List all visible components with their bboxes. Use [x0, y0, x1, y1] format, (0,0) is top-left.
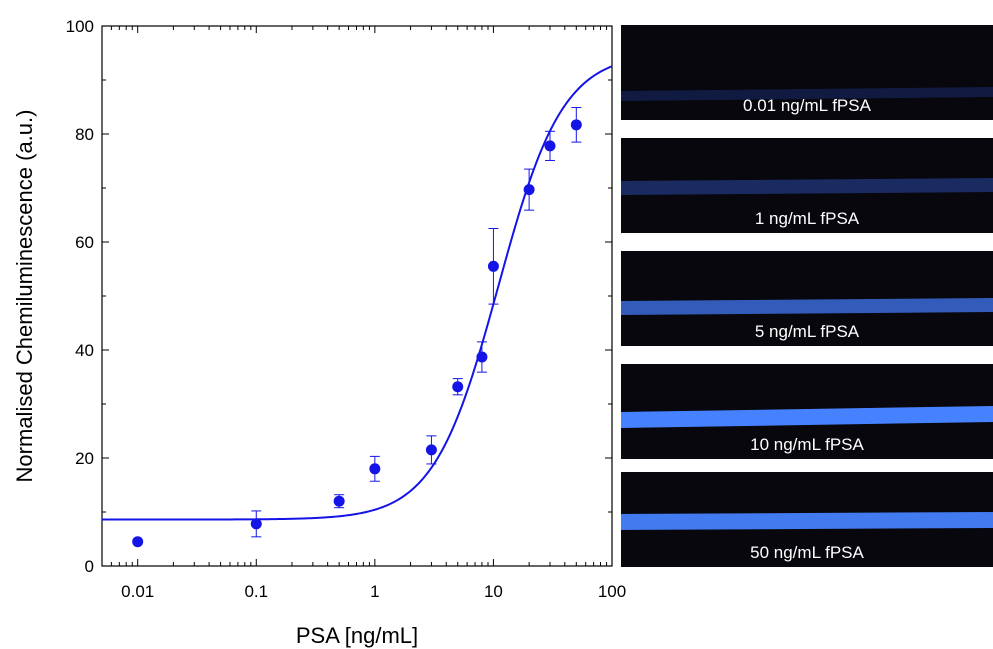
x-tick-label: 0.01 [121, 582, 154, 601]
x-tick-label: 100 [598, 582, 626, 601]
image-label: 10 ng/mL fPSA [750, 435, 864, 454]
strip-image [621, 472, 993, 567]
y-axis-title: Normalised Chemiluminescence (a.u.) [12, 110, 37, 483]
x-tick-label: 1 [370, 582, 379, 601]
fluorescent-band [621, 512, 993, 530]
strip-image [621, 25, 993, 120]
data-point [250, 518, 262, 530]
y-tick-label: 80 [75, 125, 94, 144]
data-point [476, 351, 488, 363]
data-point [544, 140, 556, 152]
fluorescent-band [621, 178, 993, 195]
strip-image [621, 251, 993, 346]
image-panel-3: 5 ng/mL fPSA [621, 251, 993, 346]
image-label: 50 ng/mL fPSA [750, 543, 864, 562]
image-panel-4: 10 ng/mL fPSA [621, 364, 993, 459]
y-tick-label: 100 [66, 17, 94, 36]
strip-image [621, 138, 993, 233]
data-point [425, 444, 437, 456]
data-point [333, 495, 345, 507]
image-panel-2: 1 ng/mL fPSA [621, 138, 993, 233]
fit-curve [102, 65, 613, 521]
plot-frame [101, 25, 613, 567]
data-point [570, 119, 582, 131]
image-label: 1 ng/mL fPSA [754, 209, 860, 228]
strip-image [621, 364, 993, 459]
data-point [132, 536, 144, 548]
data-point [523, 184, 535, 196]
x-axis-title: PSA [ng/mL] [296, 623, 418, 648]
data-point [487, 260, 499, 272]
image-panel-5: 50 ng/mL fPSA [621, 472, 993, 567]
fluorescent-band [621, 298, 993, 315]
y-tick-label: 0 [85, 557, 94, 576]
fluorescent-band [621, 406, 993, 428]
y-tick-label: 20 [75, 449, 94, 468]
data-point [452, 381, 464, 393]
y-tick-label: 60 [75, 233, 94, 252]
tick-labels: 0.01 0.1 1 10 100 0 20 40 60 80 100 [66, 17, 627, 601]
image-label: 5 ng/mL fPSA [754, 322, 860, 341]
x-tick-label: 10 [484, 582, 503, 601]
data-point [369, 463, 381, 475]
y-tick-label: 40 [75, 341, 94, 360]
image-panel-1: 0.01 ng/mL fPSA [621, 25, 993, 120]
fluorescent-band [621, 87, 993, 101]
data-points [132, 119, 582, 548]
x-tick-label: 0.1 [244, 582, 268, 601]
image-label: 0.01 ng/mL fPSA [743, 96, 871, 115]
image-background [621, 25, 993, 120]
axis-ticks [101, 25, 613, 567]
